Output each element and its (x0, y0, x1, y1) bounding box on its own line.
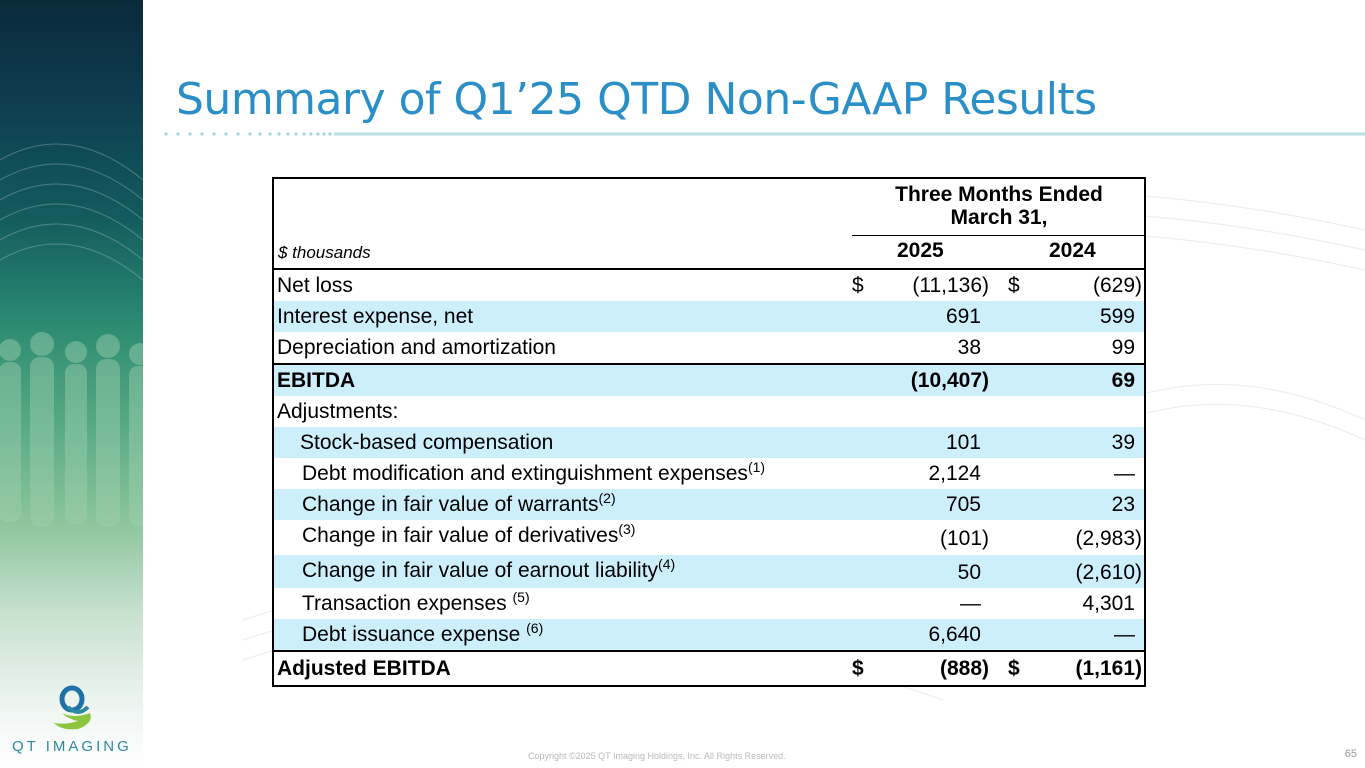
non-gaap-results-table: Three Months Ended March 31, $ thousands… (272, 177, 1146, 687)
copyright-notice: Copyright ©2025 QT Imaging Holdings, Inc… (528, 751, 786, 761)
row-label-text: Transaction expenses (302, 592, 513, 615)
footnote-ref: (6) (526, 620, 544, 636)
row-label-text: Change in fair value of warrants (302, 493, 599, 516)
footnote-ref: (5) (512, 589, 530, 605)
table-row-adjustments-heading: Adjustments: (274, 396, 1144, 427)
currency-symbol: $ (1008, 274, 1020, 297)
row-label: EBITDA (277, 369, 356, 392)
table-row-debt-issuance-expense: Debt issuance expense (6) 6,640 — (274, 619, 1144, 650)
value-2025: (101) (939, 527, 989, 550)
table-row-net-loss: Net loss $ (11,136) $ (629) (274, 270, 1144, 301)
value-2025: 2,124 (928, 462, 981, 485)
value-2024: 99 (1111, 336, 1135, 359)
row-label: Transaction expenses (5) (302, 588, 530, 619)
title-divider (164, 132, 1365, 136)
row-label-text: Change in fair value of derivatives (302, 524, 619, 547)
wave-lines-graphic (0, 143, 143, 281)
row-label: Stock-based compensation (300, 431, 554, 454)
value-2025: 6,640 (928, 623, 981, 646)
value-2024: 23 (1111, 493, 1135, 516)
table-row-fair-value-derivatives: Change in fair value of derivatives(3) (… (274, 520, 1144, 555)
value-2024: (1,161) (1075, 657, 1142, 680)
decorative-side-band (0, 0, 143, 768)
table-row-stock-based-compensation: Stock-based compensation 101 39 (274, 427, 1144, 458)
value-2025: 705 (945, 493, 981, 516)
table-row-fair-value-warrants: Change in fair value of warrants(2) 705 … (274, 489, 1144, 520)
row-label: Change in fair value of derivatives(3) (302, 520, 635, 551)
row-label: Debt issuance expense (6) (302, 619, 543, 650)
row-label: Change in fair value of warrants(2) (302, 489, 616, 520)
row-label: Interest expense, net (277, 305, 474, 328)
value-2024: 4,301 (1082, 592, 1135, 615)
year-2025-header: 2025 (897, 239, 944, 262)
footnote-ref: (4) (658, 556, 676, 572)
logo-suffix: IMAGING (45, 738, 132, 755)
value-2025: 38 (957, 336, 981, 359)
row-label-text: Change in fair value of earnout liabilit… (302, 559, 659, 582)
row-label: Adjustments: (277, 400, 399, 423)
value-2025: (888) (939, 657, 989, 680)
value-2025: (10,407) (910, 369, 989, 392)
units-label: $ thousands (278, 243, 371, 262)
value-2025: 691 (945, 305, 981, 328)
table-row-interest-expense: Interest expense, net 691 599 (274, 301, 1144, 332)
footnote-ref: (2) (598, 490, 616, 506)
table-row-ebitda: EBITDA (10,407) 69 (274, 363, 1144, 396)
row-label: Depreciation and amortization (277, 336, 556, 359)
table-row-adjusted-ebitda: Adjusted EBITDA $ (888) $ (1,161) (274, 650, 1144, 685)
value-2024: (2,983) (1075, 527, 1142, 550)
value-2025: 50 (957, 561, 981, 584)
period-line-1: Three Months Ended (895, 183, 1103, 206)
slide-title: Summary of Q1’25 QTD Non-GAAP Results (176, 74, 1097, 125)
row-label: Change in fair value of earnout liabilit… (302, 555, 675, 586)
value-2024: — (1114, 462, 1135, 485)
footnote-ref: (1) (747, 459, 766, 475)
value-2025: (11,136) (912, 274, 989, 297)
row-label: Adjusted EBITDA (277, 657, 451, 680)
period-underline (852, 235, 1146, 236)
footnote-ref: (3) (618, 521, 636, 537)
year-2024-header: 2024 (1049, 239, 1096, 262)
logo-prefix: QT (12, 738, 39, 755)
people-silhouettes-graphic (0, 332, 143, 527)
qt-imaging-logo-icon (54, 685, 91, 730)
value-2025: — (960, 592, 981, 615)
table-row-transaction-expenses: Transaction expenses (5) — 4,301 (274, 588, 1144, 619)
row-label: Debt modification and extinguishment exp… (302, 458, 765, 489)
period-line-2: March 31, (950, 206, 1048, 229)
row-label: Net loss (277, 274, 353, 297)
currency-symbol: $ (852, 274, 864, 297)
period-header: Three Months Ended March 31, (852, 183, 1146, 229)
table-header: Three Months Ended March 31, $ thousands… (274, 179, 1146, 270)
row-label-text: Debt issuance expense (302, 623, 527, 646)
value-2025: 101 (945, 431, 981, 454)
value-2024: 599 (1099, 305, 1135, 328)
logo-wordmark: QT IMAGING (12, 738, 132, 755)
value-2024: 69 (1111, 369, 1135, 392)
table-row-fair-value-earnout: Change in fair value of earnout liabilit… (274, 555, 1144, 588)
value-2024: — (1114, 623, 1135, 646)
table-row-debt-modification: Debt modification and extinguishment exp… (274, 458, 1144, 489)
row-label-text: Debt modification and extinguishment exp… (302, 462, 748, 485)
table-row-depreciation-amortization: Depreciation and amortization 38 99 (274, 332, 1144, 363)
currency-symbol: $ (852, 657, 864, 680)
page-number: 65 (1344, 748, 1357, 760)
currency-symbol: $ (1008, 657, 1020, 680)
qt-imaging-logo: QT IMAGING (10, 683, 135, 763)
value-2024: 39 (1111, 431, 1135, 454)
value-2024: (2,610) (1075, 561, 1142, 584)
value-2024: (629) (1092, 274, 1142, 297)
